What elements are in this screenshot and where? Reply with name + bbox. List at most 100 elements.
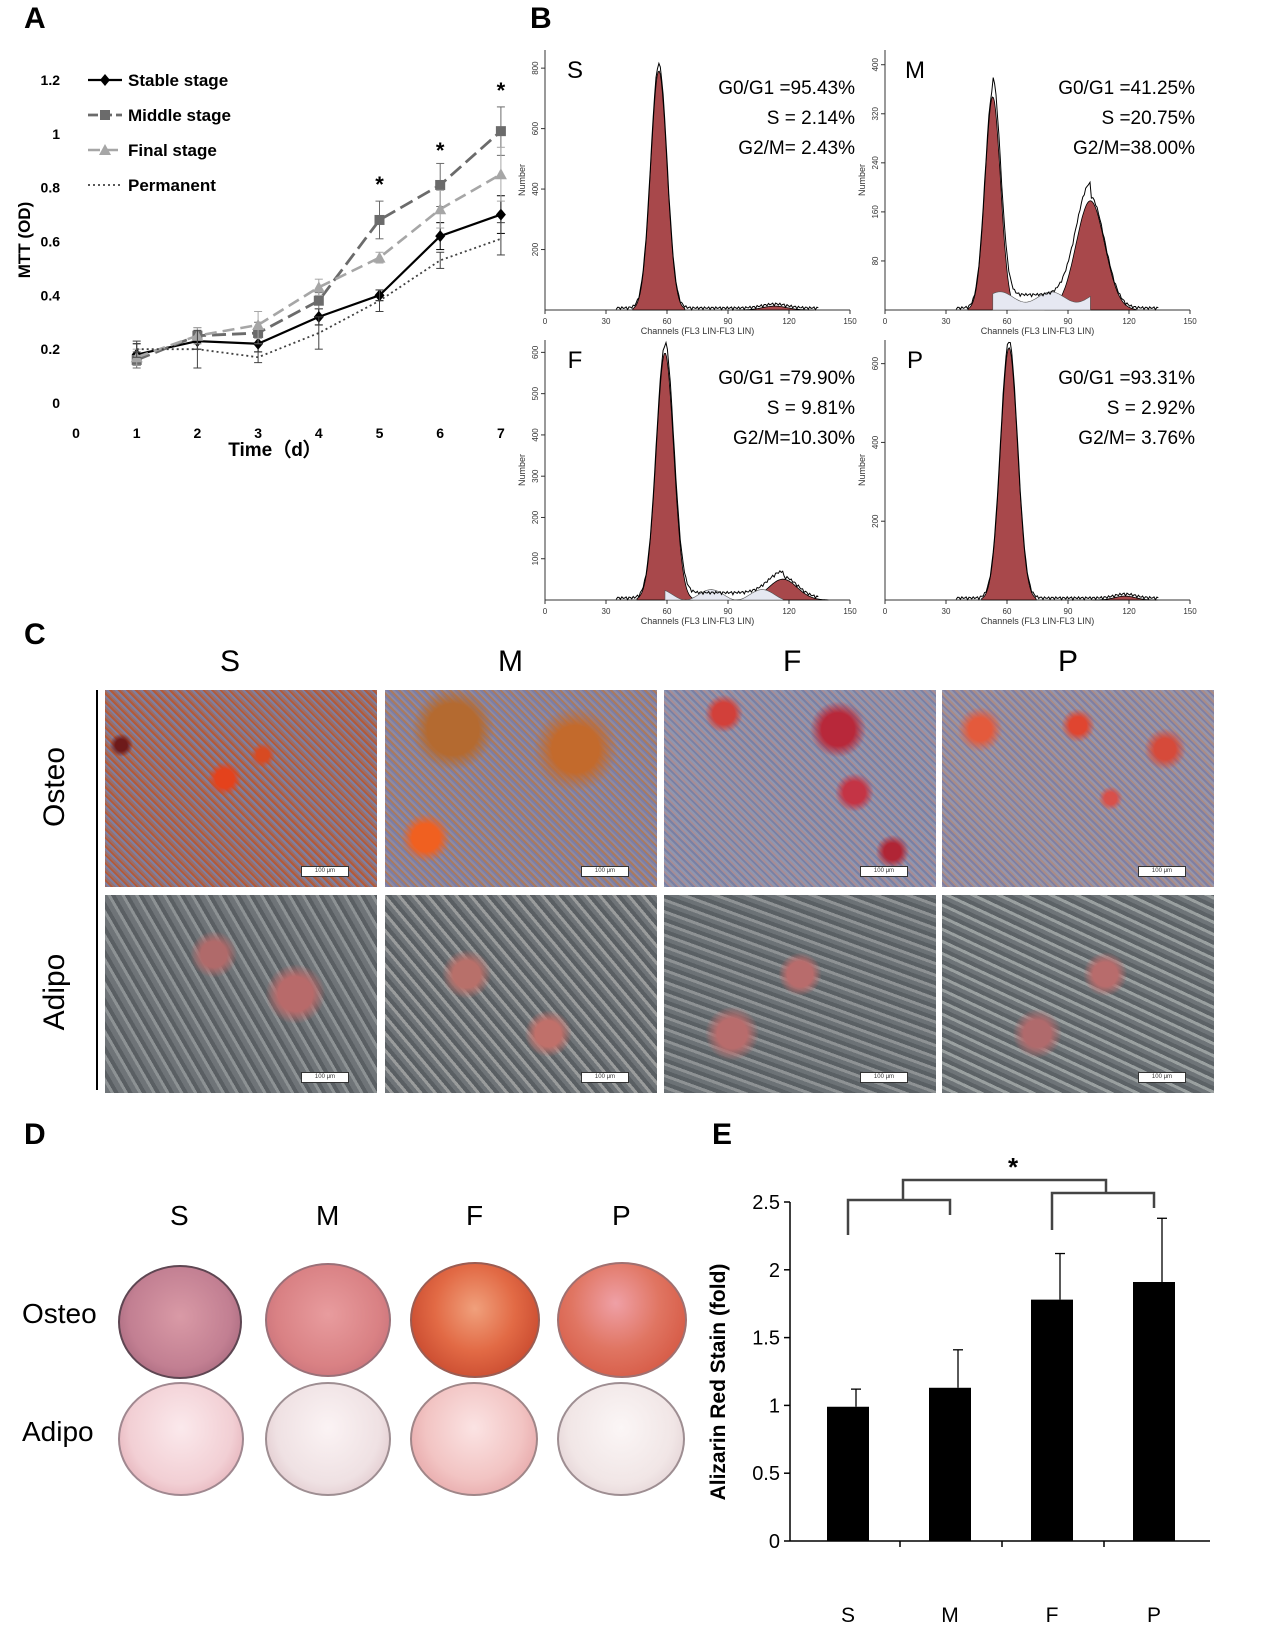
scale-bar: 100 μm xyxy=(301,1072,349,1083)
panel-letter-e: E xyxy=(712,1118,733,1151)
histogram-y-tick-label: 400 xyxy=(531,428,540,442)
histogram-outline xyxy=(955,77,1159,311)
histogram-x-axis-label: Channels (FL3 LIN-FL3 LIN) xyxy=(981,326,1095,336)
histogram-stat: S = 9.81% xyxy=(767,398,855,419)
histogram-x-tick-label: 90 xyxy=(1064,607,1073,616)
alizarin-x-tick-label: M xyxy=(941,1604,959,1627)
alizarin-x-tick-label: S xyxy=(841,1604,855,1627)
bracket-f-p xyxy=(1050,1191,1156,1230)
mtt-data-point xyxy=(374,214,385,225)
mtt-data-point xyxy=(100,110,110,120)
histogram-letter: P xyxy=(907,347,923,374)
mtt-data-point xyxy=(495,208,506,221)
alizarin-y-axis-label: Alizarin Red Stain (fold) xyxy=(707,1264,730,1501)
dish-osteo-s xyxy=(118,1265,242,1379)
alizarin-y-tick-label: 2 xyxy=(769,1260,780,1282)
bracket-top xyxy=(901,1178,1108,1200)
micrograph-column-s: S xyxy=(220,645,241,678)
dish-column-s: S xyxy=(170,1200,189,1231)
mtt-x-axis-label: Time（d） xyxy=(228,438,322,461)
histogram-x-tick-label: 150 xyxy=(1183,607,1197,616)
histogram-x-tick-label: 0 xyxy=(883,607,888,616)
alizarin-bar xyxy=(1133,1282,1175,1541)
mtt-data-point xyxy=(373,251,386,263)
micrograph-adipo-p: 100 μm xyxy=(942,895,1214,1093)
histogram-x-tick-label: 30 xyxy=(942,317,951,326)
histogram-x-tick-label: 90 xyxy=(724,317,733,326)
alizarin-x-tick-label: P xyxy=(1147,1604,1161,1627)
histogram-x-tick-label: 120 xyxy=(782,317,796,326)
histogram-y-tick-label: 400 xyxy=(531,182,540,196)
histogram-y-tick-label: 800 xyxy=(531,61,540,75)
histogram-x-tick-label: 0 xyxy=(883,317,888,326)
dish-row-osteo: Osteo xyxy=(22,1298,97,1329)
histogram-y-tick-label: 160 xyxy=(871,205,880,219)
histogram-x-tick-label: 60 xyxy=(663,317,672,326)
mtt-data-point xyxy=(435,230,446,243)
histogram-x-tick-label: 150 xyxy=(1183,317,1197,326)
histogram-y-tick-label: 100 xyxy=(531,552,540,566)
histogram-stat: S = 2.92% xyxy=(1107,398,1195,419)
histogram-m: 0 30 60 90 120 150 80 160 240 320 400 Channels (FL3… xyxy=(857,50,1197,336)
histogram-x-tick-label: 120 xyxy=(1122,607,1136,616)
alizarin-bar xyxy=(929,1387,971,1541)
alizarin-bar xyxy=(1031,1299,1073,1541)
mtt-y-tick-label: 0.2 xyxy=(41,341,61,357)
histogram-x-tick-label: 0 xyxy=(543,607,548,616)
panel-letter-c: C xyxy=(24,618,46,651)
alizarin-y-tick-label: 1.5 xyxy=(752,1328,780,1350)
mtt-y-tick-label: 0.8 xyxy=(41,180,61,196)
histogram-x-tick-label: 90 xyxy=(724,607,733,616)
histogram-y-tick-label: 200 xyxy=(531,510,540,524)
histogram-y-axis-label: Number xyxy=(517,164,527,196)
histogram-y-tick-label: 500 xyxy=(531,386,540,400)
scale-bar: 100 μm xyxy=(860,866,908,877)
micrograph-column-m: M xyxy=(498,645,523,678)
histogram-stat: G2/M= 2.43% xyxy=(738,138,855,159)
histogram-x-tick-label: 120 xyxy=(782,607,796,616)
histogram-x-tick-label: 30 xyxy=(942,607,951,616)
dish-adipo-m xyxy=(265,1382,391,1496)
dish-column-f: F xyxy=(466,1200,484,1231)
mtt-significance-star: * xyxy=(375,172,384,197)
histogram-outline xyxy=(615,61,819,312)
mtt-x-tick-label: 6 xyxy=(436,425,444,441)
histogram-s-phase xyxy=(664,589,784,601)
dish-row-adipo: Adipo xyxy=(22,1416,94,1447)
histogram-g1-peak xyxy=(636,352,694,601)
histogram-stat: G0/G1 =93.31% xyxy=(1058,368,1195,389)
mtt-y-tick-label: 0.6 xyxy=(41,234,61,250)
histogram-letter: S xyxy=(567,57,583,84)
alizarin-significance-star: * xyxy=(1008,1152,1019,1182)
histogram-x-tick-label: 60 xyxy=(1003,317,1012,326)
histogram-stat: G2/M= 3.76% xyxy=(1078,428,1195,449)
panel-letter-a: A xyxy=(24,2,46,35)
mtt-data-point xyxy=(252,318,265,330)
dish-osteo-f xyxy=(410,1262,540,1378)
histogram-x-axis-label: Channels (FL3 LIN-FL3 LIN) xyxy=(641,326,755,336)
mtt-significance-star: * xyxy=(436,138,445,163)
alizarin-bar xyxy=(827,1406,869,1541)
micrograph-osteo-p: 100 μm xyxy=(942,690,1214,887)
mtt-y-axis-label: MTT (OD) xyxy=(15,202,34,278)
mtt-significance-star: * xyxy=(497,78,506,103)
histogram-stat: G0/G1 =95.43% xyxy=(718,78,855,99)
histogram-x-tick-label: 120 xyxy=(1122,317,1136,326)
alizarin-y-tick-label: 1 xyxy=(769,1395,780,1417)
row-divider-line xyxy=(96,690,98,1090)
mtt-axes: 0 0.2 0.4 0.6 0.8 1 1.2 0 1 2 3 4 5 6 7 xyxy=(41,72,505,441)
panel-letter-d: D xyxy=(24,1118,46,1151)
histogram-x-tick-label: 0 xyxy=(543,317,548,326)
histogram-p: 0 30 60 90 120 150 200 400 600 Channels (FL3 LIN-… xyxy=(857,340,1197,626)
mtt-data-point xyxy=(435,179,446,190)
mtt-data-point xyxy=(312,281,325,293)
histogram-y-tick-label: 400 xyxy=(871,435,880,449)
mtt-x-tick-label: 1 xyxy=(133,425,141,441)
micrograph-osteo-s: 100 μm xyxy=(105,690,377,887)
histogram-x-axis-label: Channels (FL3 LIN-FL3 LIN) xyxy=(641,616,755,626)
histogram-y-tick-label: 320 xyxy=(871,107,880,121)
panel-letter-b: B xyxy=(530,2,552,35)
mtt-series: * * * xyxy=(130,78,507,369)
histogram-y-tick-label: 240 xyxy=(871,156,880,170)
mtt-legend-label: Final stage xyxy=(128,141,217,160)
